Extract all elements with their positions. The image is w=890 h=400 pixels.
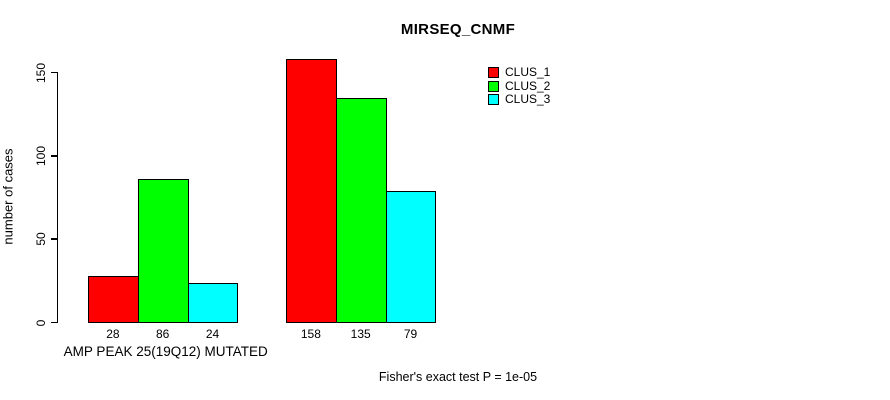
legend-item: CLUS_2 — [488, 79, 550, 92]
legend-item: CLUS_3 — [488, 91, 551, 106]
x-axis-group-label: AMP PEAK 25(19Q12) MUTATED — [63, 344, 268, 359]
legend-item-label: CLUS_3 — [505, 91, 551, 106]
bar-clus_3-group1 — [187, 282, 239, 323]
y-axis-tick-label: 50 — [34, 232, 48, 246]
y-axis-label: number of cases — [0, 148, 16, 245]
legend-item-label: CLUS_2 — [505, 78, 551, 93]
legend: CLUS_1 CLUS_2 CLUS_3 — [488, 66, 550, 106]
bar-value-label: 79 — [403, 327, 418, 341]
bar-value-label: 24 — [205, 327, 220, 341]
legend-swatch-clus_3 — [488, 93, 499, 105]
bar-value-label: 135 — [350, 327, 371, 341]
legend-swatch-clus_2 — [488, 80, 499, 92]
fisher-test-note: Fisher's exact test P = 1e-05 — [378, 370, 538, 384]
bar-value-label: 158 — [300, 327, 321, 341]
y-axis-tick-mark — [50, 155, 58, 157]
y-axis-line — [56, 72, 59, 323]
y-axis-tick-label: 150 — [34, 62, 48, 83]
bar-clus_2-group2 — [335, 97, 387, 323]
chart-title: MIRSEQ_CNMF — [400, 21, 516, 38]
bar-value-label: 86 — [156, 327, 170, 341]
legend-swatch-clus_1 — [488, 67, 499, 79]
bar-clus_3-group2 — [385, 190, 437, 323]
y-axis-tick-mark — [50, 71, 58, 74]
legend-item-label: CLUS_1 — [505, 65, 551, 80]
legend-item: CLUS_1 — [488, 66, 550, 79]
y-axis-tick-label: 0 — [34, 319, 48, 326]
bar-clus_2-group1 — [137, 179, 189, 323]
bar-clus_1-group2 — [286, 59, 337, 323]
y-axis-tick-mark — [50, 321, 58, 324]
bar-clus_1-group1 — [88, 275, 139, 323]
y-axis-tick-mark — [50, 238, 58, 240]
y-axis-tick-label: 100 — [34, 145, 48, 166]
bar-value-label: 28 — [106, 327, 120, 341]
